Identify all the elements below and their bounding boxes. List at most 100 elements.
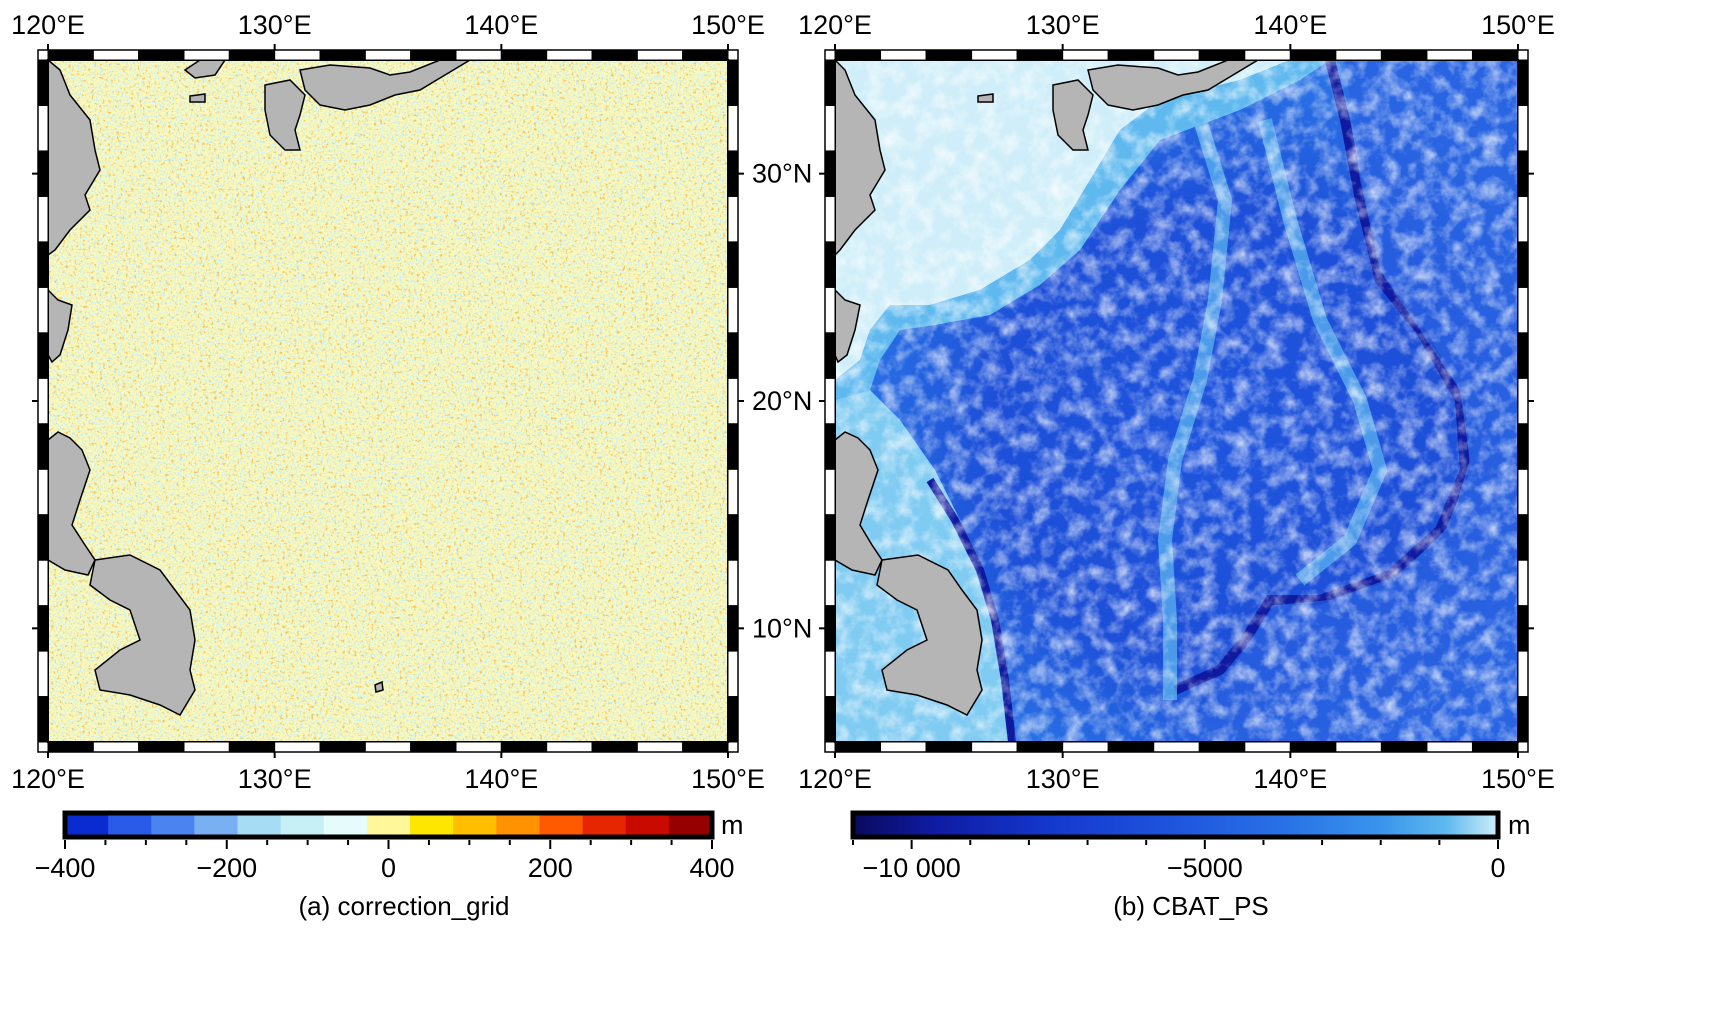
frame-left-segment [37,696,49,743]
frame-left-segment [37,468,49,516]
frame-bottom-segment [971,741,1018,753]
lat-label: 30°N [752,159,812,189]
frame-left-segment [824,377,836,425]
frame-top-segment [834,49,882,61]
colorbar-a-tick-label: 400 [689,853,734,883]
frame-left-segment [37,332,49,379]
frame-right-segment [1517,286,1529,334]
frame-bottom-segment [183,741,230,753]
frame-bottom-segment [1380,741,1428,753]
frame-right-segment [727,286,739,334]
frame-left-segment [824,468,836,516]
panel-b-caption: (b) CBAT_PS [1113,891,1269,921]
lon-label-top: 150°E [1481,10,1555,40]
frame-left-segment [824,423,836,470]
frame-top-segment [1153,49,1200,61]
colorbar-a-tick-label: −200 [196,853,257,883]
lon-label-bottom: 120°E [11,764,85,794]
frame-bottom-segment [636,741,684,753]
frame-right-segment [1517,468,1529,516]
frame-top-segment [1062,49,1109,61]
frame-bottom-segment [1289,741,1337,753]
frame-left-segment [824,696,836,743]
frame-left-segment [37,59,49,106]
frame-right-segment [727,241,739,288]
frame-bottom-segment [1062,741,1109,753]
frame-left-segment [37,241,49,288]
frame-left-segment [37,195,49,243]
frame-left-segment [37,104,49,152]
colorbar-b-tick-label: −5000 [1167,853,1243,883]
frame-bottom-segment [1244,741,1291,753]
frame-top-segment [1380,49,1428,61]
frame-right-segment [1517,605,1529,652]
frame-top-segment [1335,49,1382,61]
colorbar-a-swatch [65,813,109,837]
frame-bottom-segment [364,741,412,753]
frame-bottom-segment [228,741,276,753]
frame-bottom-segment [682,741,729,753]
colorbar-a-swatch [668,813,713,837]
lon-label-bottom: 120°E [798,764,872,794]
frame-right-segment [727,559,739,607]
frame-right-segment [727,650,739,698]
frame-top-segment [682,49,729,61]
frame-bottom-segment [138,741,185,753]
frame-left-segment [824,241,836,288]
frame-left-segment [37,605,49,652]
frame-right-segment [1517,150,1529,197]
frame-left-segment [37,286,49,334]
frame-top-segment [1244,49,1291,61]
colorbar-b-gradient [850,810,1501,840]
frame-top-segment [1016,49,1064,61]
frame-right-segment [727,423,739,470]
colorbar-a-outline [62,810,715,840]
frame-left-segment [37,377,49,425]
frame-bottom-segment [1198,741,1246,753]
frame-top-segment [591,49,638,61]
frame-top-segment [364,49,412,61]
colorbar-a-swatch [496,813,540,837]
lat-label: 20°N [752,386,812,416]
frame-bottom-segment [925,741,973,753]
colorbar-a-swatch [625,813,670,837]
frame-top-segment [971,49,1018,61]
frame-top-segment [1426,49,1473,61]
frame-bottom-segment [319,741,366,753]
colorbar-a-swatch [366,813,411,837]
frame-left-segment [824,332,836,379]
frame-left-segment [824,514,836,561]
frame-bottom-segment [47,741,94,753]
frame-left-segment [824,605,836,652]
panel-a-land [48,60,472,716]
frame-top-segment [880,49,927,61]
frame-bottom-segment [410,741,457,753]
frame-bottom-segment [274,741,321,753]
frame-right-segment [727,332,739,379]
colorbar-a-swatch [582,813,627,837]
frame-bottom-segment [1153,741,1200,753]
frame-top-segment [319,49,366,61]
panel-b-map [835,60,1518,742]
frame-left-segment [37,514,49,561]
frame-right-segment [1517,59,1529,106]
frame-left-segment [824,286,836,334]
frame-left-segment [824,59,836,106]
frame-left-segment [824,650,836,698]
lon-label-bottom: 140°E [464,764,538,794]
frame-bottom-segment [591,741,638,753]
frame-right-segment [1517,195,1529,243]
frame-top-segment [636,49,684,61]
frame-top-segment [546,49,593,61]
frame-right-segment [727,468,739,516]
colorbar-a-swatch [410,813,454,837]
lon-label-top: 120°E [11,10,85,40]
colorbar-b-tick-label: −10 000 [862,853,960,883]
frame-top-segment [92,49,140,61]
frame-right-segment [1517,423,1529,470]
colorbar-a-swatch [237,813,282,837]
lat-label: 10°N [752,613,812,643]
frame-bottom-segment [1335,741,1382,753]
colorbar-a-swatch [280,813,325,837]
panel-b-land [835,60,1260,716]
